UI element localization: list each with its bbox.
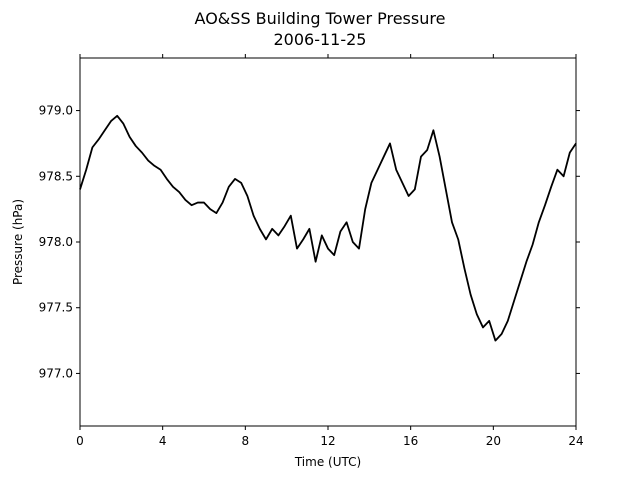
chart-title: AO&SS Building Tower Pressure <box>195 9 446 28</box>
y-tick-label: 978.0 <box>39 235 73 249</box>
series-line-pressure <box>79 114 577 342</box>
x-tick-label: 8 <box>242 434 250 448</box>
x-tick-label: 0 <box>76 434 84 448</box>
x-tick-label: 12 <box>320 434 335 448</box>
y-tick-label: 977.5 <box>39 301 73 315</box>
y-tick-label: 979.0 <box>39 104 73 118</box>
y-axis: 977.0 977.5 978.0 978.5 979.0 <box>39 104 580 380</box>
x-axis-label: Time (UTC) <box>294 455 361 469</box>
y-tick-label: 978.5 <box>39 169 73 183</box>
y-axis-label: Pressure (hPa) <box>11 199 25 285</box>
x-tick-label: 4 <box>159 434 167 448</box>
x-axis: 0 4 8 12 16 20 24 <box>76 54 584 448</box>
plot-frame <box>79 57 577 427</box>
x-tick-label: 16 <box>403 434 418 448</box>
plot-area <box>79 57 577 427</box>
chart-subtitle: 2006-11-25 <box>274 30 367 49</box>
x-tick-label: 24 <box>568 434 583 448</box>
x-tick-label: 20 <box>486 434 501 448</box>
y-tick-label: 977.0 <box>39 366 73 380</box>
